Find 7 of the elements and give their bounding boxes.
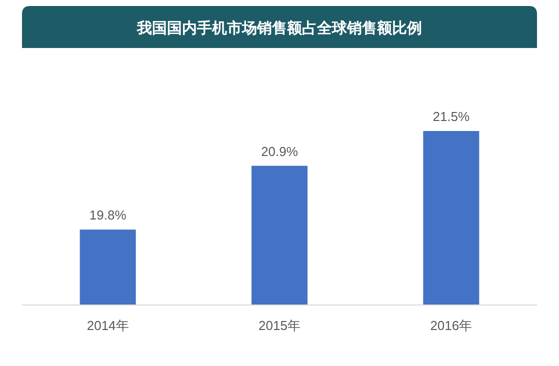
x-tick-label: 2015年 [258, 318, 300, 333]
x-tick-label: 2016年 [430, 318, 472, 333]
data-label: 21.5% [432, 109, 470, 124]
data-label: 19.8% [89, 208, 127, 223]
chart-title: 我国国内手机市场销售额占全球销售额比例 [136, 19, 422, 37]
x-tick-label: 2014年 [86, 318, 129, 333]
data-label: 20.9% [261, 144, 298, 159]
